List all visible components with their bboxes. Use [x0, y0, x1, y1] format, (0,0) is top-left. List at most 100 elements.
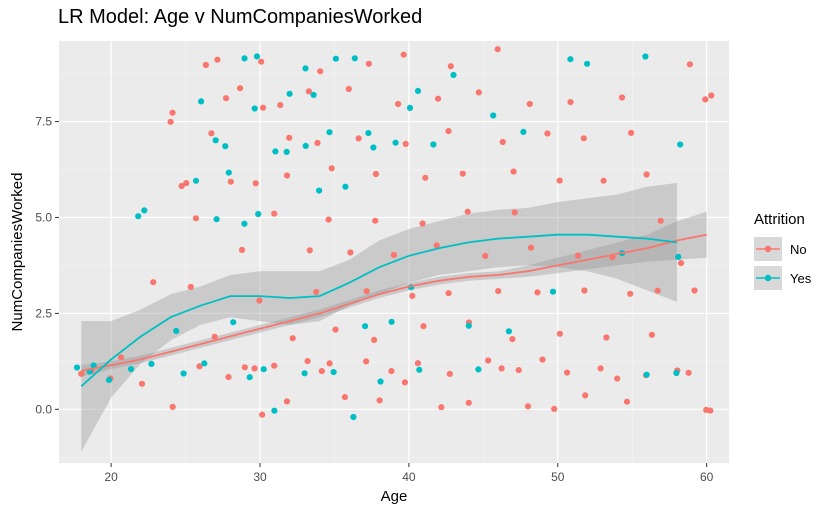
point-no [258, 58, 265, 65]
point-yes [316, 187, 323, 194]
point-no [524, 403, 532, 410]
x-axis-ticks: 20 30 40 50 60 [104, 463, 714, 484]
point-no [509, 336, 516, 343]
point-yes [643, 371, 650, 378]
point-no [464, 208, 471, 215]
point-no [575, 252, 582, 259]
point-yes [212, 137, 219, 144]
point-yes [673, 369, 680, 377]
point-no [227, 178, 234, 185]
point-yes [148, 360, 155, 367]
point-yes [302, 142, 309, 149]
point-yes [584, 60, 591, 67]
point-no [708, 92, 715, 99]
point-no [446, 370, 453, 377]
smooth-line-yes [80, 233, 678, 387]
point-no [345, 85, 352, 93]
point-no [614, 375, 621, 382]
point-no [556, 177, 563, 184]
point-yes [260, 366, 267, 373]
point-yes [246, 374, 253, 381]
point-no [494, 46, 501, 53]
point-no [214, 56, 221, 63]
point-no [422, 174, 429, 181]
point-yes [332, 55, 339, 62]
chart-title: LR Model: Age v NumCompaniesWorked [58, 6, 423, 28]
point-no [581, 287, 588, 294]
point-no [628, 129, 635, 136]
point-yes [392, 139, 399, 146]
point-yes [301, 370, 308, 377]
point-no [419, 220, 426, 227]
point-no [223, 95, 230, 102]
point-no [401, 379, 408, 386]
point-yes [675, 253, 682, 260]
point-no [433, 242, 440, 249]
point-no [306, 247, 313, 254]
point-yes [241, 220, 248, 227]
point-yes [241, 55, 248, 62]
point-no [445, 128, 452, 135]
point-yes [406, 104, 414, 111]
point-yes [225, 169, 232, 176]
point-no [260, 104, 267, 111]
point-yes [370, 144, 377, 151]
point-no [211, 333, 218, 340]
point-no [277, 102, 284, 109]
point-yes [505, 328, 512, 335]
point-yes [230, 319, 237, 326]
point-no [283, 172, 291, 179]
point-no [475, 89, 482, 96]
point-no [498, 365, 505, 372]
point-no [318, 368, 325, 375]
point-yes [255, 210, 262, 218]
point-no [117, 354, 125, 361]
point-no [259, 411, 266, 418]
point-no [167, 118, 174, 125]
point-no [251, 365, 258, 372]
point-no [544, 130, 551, 137]
point-yes [213, 216, 220, 223]
point-no [388, 368, 395, 375]
point-yes [192, 177, 200, 184]
point-no [420, 323, 427, 330]
point-no [678, 260, 685, 267]
point-no [202, 61, 209, 69]
point-no [648, 331, 656, 338]
point-yes [253, 53, 261, 60]
point-no [241, 364, 248, 371]
point-no [499, 138, 506, 146]
smooth-lines [80, 233, 707, 387]
point-no [376, 397, 383, 404]
point-no [271, 362, 278, 369]
legend-title: Attrition [754, 211, 805, 228]
point-yes [475, 366, 482, 373]
point-no [372, 217, 379, 224]
point-no [314, 139, 321, 146]
point-no [511, 209, 518, 216]
point-yes [567, 56, 574, 63]
point-yes [286, 90, 293, 97]
point-yes [377, 378, 384, 385]
x-tick-label: 20 [104, 470, 118, 484]
point-yes [271, 407, 278, 414]
point-no [289, 335, 296, 342]
point-no [317, 68, 324, 75]
point-no [332, 326, 339, 333]
point-yes [365, 130, 372, 137]
point-no [627, 290, 634, 297]
confidence-ribbons [81, 182, 707, 452]
point-no [447, 63, 454, 70]
point-no [365, 60, 372, 67]
point-no [643, 171, 650, 178]
point-yes [127, 366, 135, 373]
legend-label-no: No [790, 242, 807, 257]
point-yes [251, 105, 258, 112]
point-no [445, 290, 452, 297]
point-no [654, 287, 661, 294]
legend: Attrition No Yes [754, 211, 812, 290]
point-no [603, 334, 610, 341]
point-no [183, 180, 190, 187]
smooth-line-no [81, 233, 707, 372]
point-no [237, 85, 244, 92]
